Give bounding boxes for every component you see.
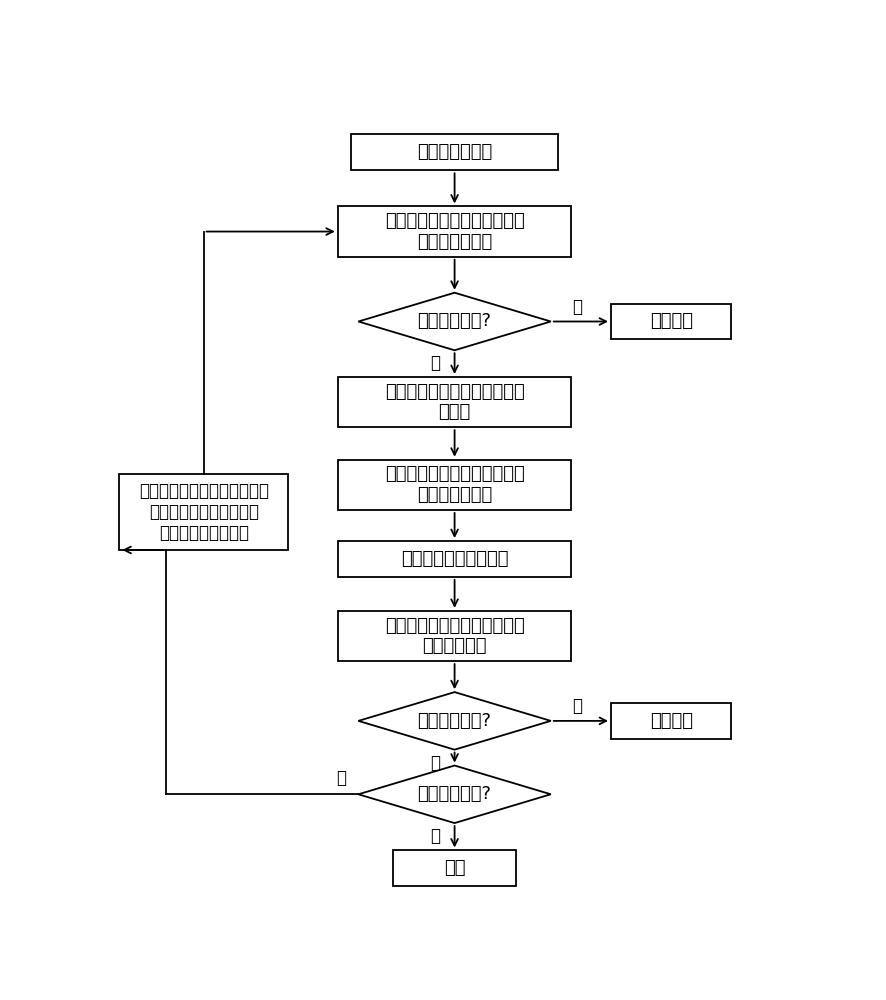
Text: 否: 否 xyxy=(571,298,581,316)
Text: 是: 是 xyxy=(430,354,439,372)
Text: 所有操作结束?: 所有操作结束? xyxy=(417,785,491,803)
Bar xyxy=(338,611,571,661)
Text: 当前步骤结束?: 当前步骤结束? xyxy=(417,712,491,730)
Text: 否: 否 xyxy=(336,769,346,787)
Bar xyxy=(338,460,571,510)
Text: 操作人员根据操作票信息准备
相应工具和材料: 操作人员根据操作票信息准备 相应工具和材料 xyxy=(385,212,524,251)
Text: 生成原始操作票: 生成原始操作票 xyxy=(416,143,492,161)
Text: 继续等待: 继续等待 xyxy=(649,712,692,730)
Bar xyxy=(610,304,730,339)
Text: 赋予相应操作人员权限: 赋予相应操作人员权限 xyxy=(400,550,508,568)
Text: 向操作票管理系统反馈操作开
始信号: 向操作票管理系统反馈操作开 始信号 xyxy=(385,383,524,421)
Text: 向操作票管理系统反馈当前操
作步骤操作结束的信号，
执行第二个操作步骤: 向操作票管理系统反馈当前操 作步骤操作结束的信号， 执行第二个操作步骤 xyxy=(138,482,268,542)
Text: 是: 是 xyxy=(430,754,439,772)
Text: 将操作票和操作开始信号发送
到权限管理系统: 将操作票和操作开始信号发送 到权限管理系统 xyxy=(385,465,524,504)
Text: 准备工作结束?: 准备工作结束? xyxy=(417,312,491,330)
Text: 操作人员根据权限按照操作票
进行检修操作: 操作人员根据权限按照操作票 进行检修操作 xyxy=(385,617,524,655)
Text: 否: 否 xyxy=(571,697,581,715)
Bar xyxy=(610,703,730,739)
Text: 继续等待: 继续等待 xyxy=(649,312,692,330)
Polygon shape xyxy=(358,766,550,823)
Bar xyxy=(351,134,557,170)
Bar xyxy=(120,474,288,550)
Polygon shape xyxy=(358,692,550,750)
Text: 结束: 结束 xyxy=(443,859,465,877)
Polygon shape xyxy=(358,293,550,350)
Bar xyxy=(338,377,571,427)
Bar xyxy=(338,206,571,257)
Bar xyxy=(338,541,571,577)
Bar xyxy=(392,850,516,886)
Text: 是: 是 xyxy=(430,827,439,845)
